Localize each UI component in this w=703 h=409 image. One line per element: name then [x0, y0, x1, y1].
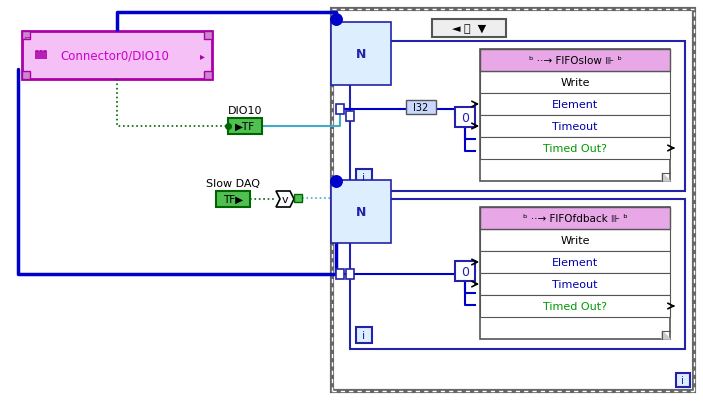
Text: Slow DAQ: Slow DAQ: [206, 179, 260, 189]
Text: DIO10: DIO10: [228, 106, 262, 116]
Bar: [350, 200, 685, 349]
Bar: [480, 94, 670, 116]
Bar: [480, 252, 670, 273]
Bar: [480, 138, 670, 160]
Bar: [455, 261, 475, 281]
Bar: [406, 101, 436, 115]
Bar: [332, 10, 694, 391]
Bar: [480, 50, 670, 72]
Text: TF▶: TF▶: [223, 195, 243, 204]
Text: ᵇ ··→ FIFOfdback ⊪ ᵇ: ᵇ ··→ FIFOfdback ⊪ ᵇ: [522, 213, 627, 223]
Bar: [432, 20, 506, 38]
Text: ⌐: ⌐: [23, 34, 30, 43]
Text: N: N: [356, 48, 366, 61]
Bar: [22, 32, 30, 40]
Text: i: i: [363, 330, 366, 340]
Bar: [204, 72, 212, 80]
Bar: [216, 191, 250, 207]
Bar: [480, 72, 670, 94]
Bar: [294, 195, 302, 202]
Bar: [480, 207, 670, 229]
Text: I32: I32: [413, 103, 429, 113]
Bar: [455, 108, 475, 128]
Text: Write: Write: [560, 236, 590, 245]
Text: i: i: [681, 375, 685, 385]
Bar: [22, 72, 30, 80]
Text: Timed Out?: Timed Out?: [543, 301, 607, 311]
Text: i: i: [363, 173, 366, 182]
Text: Connector0/DIO10: Connector0/DIO10: [60, 49, 169, 62]
Bar: [480, 295, 670, 317]
Bar: [350, 42, 685, 191]
Bar: [356, 170, 372, 186]
Bar: [480, 273, 670, 295]
Bar: [480, 50, 670, 182]
Text: Write: Write: [560, 78, 590, 88]
Text: ▶TF: ▶TF: [235, 122, 255, 132]
Text: Element: Element: [552, 100, 598, 110]
Polygon shape: [662, 173, 670, 182]
Bar: [336, 270, 344, 279]
Text: Timed Out?: Timed Out?: [543, 144, 607, 154]
Text: 0: 0: [461, 265, 469, 278]
Text: 0: 0: [461, 111, 469, 124]
Bar: [480, 116, 670, 138]
Bar: [228, 119, 262, 135]
Bar: [676, 373, 690, 387]
Text: v: v: [282, 195, 288, 204]
Polygon shape: [662, 331, 670, 339]
Text: Element: Element: [552, 257, 598, 267]
Bar: [204, 32, 212, 40]
Text: Timeout: Timeout: [553, 279, 598, 289]
Bar: [356, 327, 372, 343]
Text: Timeout: Timeout: [553, 122, 598, 132]
Bar: [336, 105, 344, 115]
Polygon shape: [276, 191, 294, 207]
Bar: [346, 270, 354, 279]
Bar: [346, 112, 354, 122]
Text: ◄ 참  ▼: ◄ 참 ▼: [452, 24, 486, 34]
Bar: [22, 32, 212, 80]
Text: ▸: ▸: [200, 51, 205, 61]
Text: N: N: [356, 205, 366, 218]
Bar: [480, 229, 670, 252]
Text: ᵇ ··→ FIFOslow ⊪ ᵇ: ᵇ ··→ FIFOslow ⊪ ᵇ: [529, 56, 621, 66]
Bar: [480, 207, 670, 339]
